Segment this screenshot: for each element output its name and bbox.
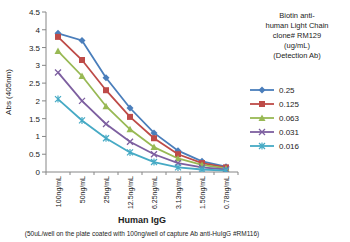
legend-label: 0.016 [279,142,300,151]
chart-root: 0 0.5 1 1.5 2 2.5 3 3.5 4 4.5 100ng/mL 50ng/mL 25ng/… [0,0,350,242]
y-axis [46,12,47,172]
legend-marker [259,87,266,94]
y-tick [42,83,46,84]
chart: 0 0.5 1 1.5 2 2.5 3 3.5 4 4.5 100ng/mL 50ng/mL 25ng/… [0,0,350,242]
y-tick-label: 4 [36,26,41,35]
series-line [58,33,226,166]
y-tick-label: 1 [36,132,41,141]
x-tick-divider [46,172,47,175]
x-tick-divider [142,172,143,175]
data-point [127,139,133,145]
data-point [151,135,157,141]
x-tick-label: 12.5ng/mL [127,176,135,209]
x-tick-label: 6.25ng/mL [151,176,159,209]
x-tick-label: 50ng/mL [79,176,87,203]
legend-marker [259,143,265,150]
series-line [58,99,226,170]
legend-marker [259,101,265,107]
data-point [103,135,109,142]
legend-title: (ug/mL) [284,41,310,50]
x-tick-label: 100ng/mL [55,176,63,207]
y-tick-label: 2 [36,97,41,106]
y-tick-label: 3.5 [29,44,41,53]
data-point [79,37,86,44]
data-point [103,103,110,110]
legend-title: clone# RM129 [273,31,321,40]
data-point [55,96,61,103]
y-tick [42,29,46,30]
data-point [223,167,229,172]
legend-entry: 0.125 [250,100,300,109]
x-tick-divider [214,172,215,175]
y-tick [42,100,46,101]
y-tick-label: 2.5 [29,79,41,88]
y-tick-label: 0 [36,168,41,177]
legend-label: 0.063 [279,114,300,123]
series-line [58,51,226,168]
data-point [103,121,109,127]
y-tick [42,154,46,155]
data-point [151,144,158,151]
data-point [79,57,85,63]
data-point [199,166,205,172]
plot-area [55,30,230,172]
legend-entry: 0.016 [250,142,300,151]
x-tick-label: 3.13ng/mL [175,176,183,209]
x-tick-divider [190,172,191,175]
legend-label: 0.031 [279,128,300,137]
data-point [151,151,157,157]
y-tick [42,136,46,137]
data-point [175,164,181,171]
data-point [79,73,86,80]
y-tick [42,172,46,173]
series-line [58,72,226,169]
data-point [127,114,133,120]
y-tick-label: 3 [36,61,41,70]
data-point [103,87,109,93]
data-point [151,159,157,166]
x-tick-divider [118,172,119,175]
y-tick [42,47,46,48]
x-tick-divider [70,172,71,175]
y-tick-label: 1.5 [29,115,41,124]
y-axis-label: Abs (405nm) [4,69,13,115]
x-axis-note: (50uL/well on the plate coated with 100n… [25,230,259,238]
data-point [127,105,134,112]
x-tick-divider [94,172,95,175]
data-point [55,48,62,55]
x-tick-label: 1.56ng/mL [199,176,207,209]
y-tick [42,12,46,13]
legend-title: (Detection Ab) [273,51,321,60]
data-point [55,34,61,40]
legend-marker [259,129,265,135]
y-tick-label: 4.5 [29,8,41,17]
data-point [127,126,134,132]
legend-entry: 0.25 [250,86,295,95]
legend-label: 0.25 [279,86,295,95]
data-point [127,149,133,156]
legend-entry: 0.063 [250,114,300,123]
data-point [79,98,85,104]
x-tick-divider [166,172,167,175]
y-tick-label: 0.5 [29,150,41,159]
x-tick-label: 25ng/mL [103,176,111,203]
data-point [79,117,85,124]
x-tick-divider [238,172,239,175]
y-tick [42,118,46,119]
data-point [55,69,61,75]
x-tick-label: 0.78ng/mL [223,176,231,209]
legend-title: Biotin anti- [279,11,315,20]
legend-label: 0.125 [279,100,300,109]
y-tick [42,65,46,66]
legend-entry: 0.031 [250,128,300,137]
data-point [103,74,110,81]
legend-marker [259,115,266,122]
x-axis-label: Human IgG [118,215,166,225]
legend-title: human Light Chain [266,21,329,30]
